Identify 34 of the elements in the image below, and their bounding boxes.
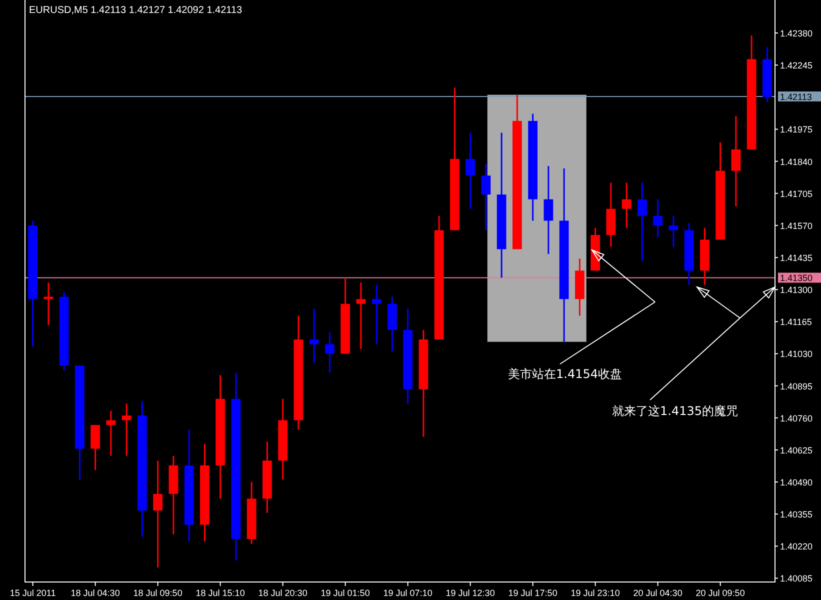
x-tick-label: 18 Jul 20:30: [258, 588, 308, 598]
x-tick-label: 19 Jul 01:50: [320, 588, 370, 598]
y-tick-label: 1.40085: [780, 574, 813, 584]
y-tick-label: 1.41570: [780, 220, 813, 231]
annotation: 美市站在1.4154收盘: [508, 367, 622, 381]
text: EURUSD,M5 1.42113 1.42127 1.42092 1.42113: [29, 5, 243, 16]
x-tick-label: 19 Jul 12:30: [446, 588, 495, 598]
y-tick-label: 1.40355: [780, 510, 813, 520]
x-tick-label: 18 Jul 15:10: [196, 588, 245, 598]
y-tick-label: 1.41435: [780, 253, 813, 264]
y-tick-label: 1.41840: [780, 156, 813, 167]
x-tick-label: 20 Jul 04:30: [633, 588, 682, 598]
x-tick-label: 18 Jul 04:30: [70, 588, 120, 598]
y-tick-label: 1.40490: [780, 477, 813, 488]
y-tick-label: 1.41030: [780, 349, 813, 360]
x-tick-label: 19 Jul 23:10: [570, 588, 620, 598]
y-tick-label: 1.41165: [780, 317, 812, 328]
y-tick-label: 1.40625: [780, 445, 813, 456]
y-tick-label: 1.41300: [780, 285, 813, 296]
y-tick-label: 1.40895: [780, 381, 813, 392]
y-tick-label: 1.42245: [780, 60, 813, 71]
y-tick-label: 1.40760: [780, 413, 813, 424]
x-tick-label: 19 Jul 07:10: [383, 588, 432, 598]
y-tick-label: 1.42380: [780, 28, 813, 39]
x-tick-label: 20 Jul 09:50: [696, 588, 745, 598]
y-tick-label: 1.40220: [780, 542, 813, 552]
x-tick-label: 15 Jul 2011: [10, 588, 56, 598]
ref-line-label: 1.41350: [780, 273, 813, 284]
y-tick-label: 1.41975: [780, 124, 813, 135]
ref-line-label: 1.42113: [780, 92, 812, 102]
x-tick-label: 18 Jul 09:50: [133, 588, 182, 598]
x-tick-label: 19 Jul 17:50: [508, 588, 558, 598]
annotation: 就来了这1.4135的魔咒: [612, 404, 738, 418]
y-tick-label: 1.41705: [780, 188, 813, 199]
